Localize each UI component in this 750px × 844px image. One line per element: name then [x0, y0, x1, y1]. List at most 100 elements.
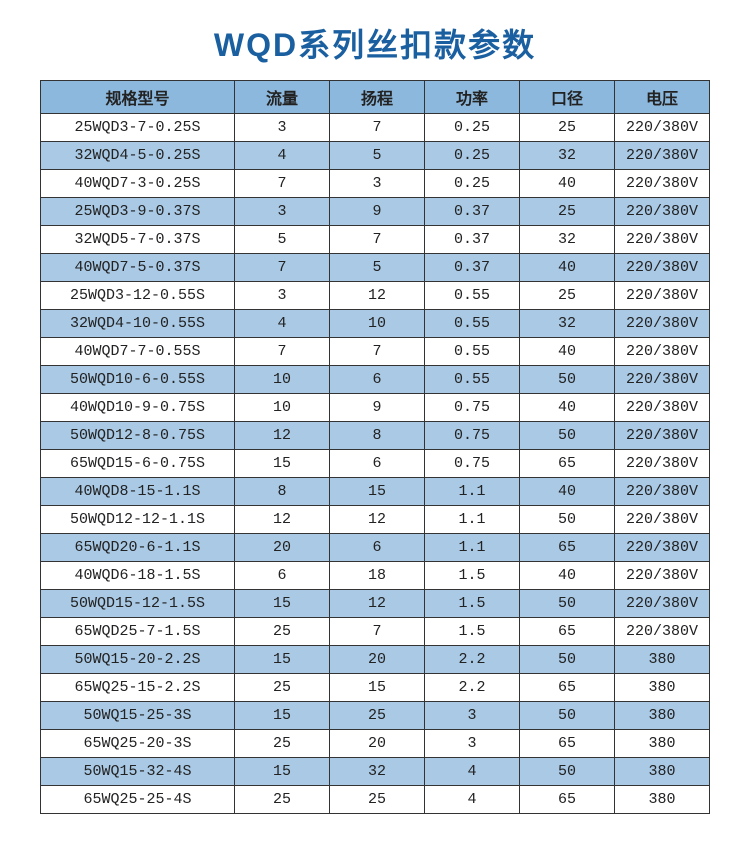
- table-cell: 10: [235, 366, 330, 394]
- table-cell: 5: [330, 254, 425, 282]
- table-row: 32WQD5-7-0.37S570.3732220/380V: [41, 226, 710, 254]
- table-cell: 25: [235, 786, 330, 814]
- table-cell: 0.55: [424, 310, 519, 338]
- table-cell: 65WQ25-15-2.2S: [41, 674, 235, 702]
- table-cell: 220/380V: [614, 618, 709, 646]
- col-header: 规格型号: [41, 81, 235, 114]
- table-cell: 65: [519, 786, 614, 814]
- table-cell: 10: [330, 310, 425, 338]
- page-title: WQD系列丝扣款参数: [40, 20, 710, 66]
- table-cell: 220/380V: [614, 450, 709, 478]
- col-header: 流量: [235, 81, 330, 114]
- table-cell: 25WQD3-7-0.25S: [41, 114, 235, 142]
- table-cell: 32: [519, 310, 614, 338]
- table-cell: 40WQD10-9-0.75S: [41, 394, 235, 422]
- table-cell: 25: [235, 618, 330, 646]
- table-cell: 65: [519, 674, 614, 702]
- table-cell: 7: [330, 226, 425, 254]
- table-row: 50WQ15-20-2.2S15202.250380: [41, 646, 710, 674]
- table-cell: 6: [235, 562, 330, 590]
- table-cell: 220/380V: [614, 310, 709, 338]
- col-header: 扬程: [330, 81, 425, 114]
- table-row: 65WQD15-6-0.75S1560.7565220/380V: [41, 450, 710, 478]
- table-cell: 220/380V: [614, 590, 709, 618]
- table-row: 25WQD3-9-0.37S390.3725220/380V: [41, 198, 710, 226]
- table-cell: 1.5: [424, 562, 519, 590]
- table-cell: 220/380V: [614, 506, 709, 534]
- table-cell: 3: [424, 702, 519, 730]
- table-cell: 18: [330, 562, 425, 590]
- table-cell: 3: [235, 198, 330, 226]
- table-cell: 32: [519, 226, 614, 254]
- table-cell: 12: [235, 422, 330, 450]
- table-cell: 0.25: [424, 170, 519, 198]
- table-cell: 25: [519, 282, 614, 310]
- header-row: 规格型号流量扬程功率口径电压: [41, 81, 710, 114]
- table-cell: 50: [519, 590, 614, 618]
- page-container: WQD系列丝扣款参数 规格型号流量扬程功率口径电压 25WQD3-7-0.25S…: [0, 0, 750, 844]
- table-row: 50WQ15-32-4S1532450380: [41, 758, 710, 786]
- table-cell: 32: [519, 142, 614, 170]
- table-cell: 25: [330, 786, 425, 814]
- table-cell: 0.75: [424, 394, 519, 422]
- table-cell: 1.1: [424, 478, 519, 506]
- table-cell: 7: [235, 338, 330, 366]
- table-cell: 40: [519, 170, 614, 198]
- table-row: 40WQD7-3-0.25S730.2540220/380V: [41, 170, 710, 198]
- table-cell: 3: [235, 282, 330, 310]
- table-row: 65WQ25-20-3S2520365380: [41, 730, 710, 758]
- table-cell: 0.55: [424, 366, 519, 394]
- table-cell: 40WQD7-3-0.25S: [41, 170, 235, 198]
- table-cell: 40: [519, 394, 614, 422]
- table-cell: 50WQD15-12-1.5S: [41, 590, 235, 618]
- table-row: 32WQD4-5-0.25S450.2532220/380V: [41, 142, 710, 170]
- table-cell: 12: [330, 506, 425, 534]
- table-cell: 0.37: [424, 226, 519, 254]
- table-cell: 220/380V: [614, 198, 709, 226]
- table-row: 65WQD20-6-1.1S2061.165220/380V: [41, 534, 710, 562]
- table-cell: 25: [235, 730, 330, 758]
- table-cell: 5: [235, 226, 330, 254]
- table-row: 50WQD12-8-0.75S1280.7550220/380V: [41, 422, 710, 450]
- table-cell: 0.75: [424, 422, 519, 450]
- table-row: 40WQD10-9-0.75S1090.7540220/380V: [41, 394, 710, 422]
- table-cell: 5: [330, 142, 425, 170]
- table-cell: 25WQD3-12-0.55S: [41, 282, 235, 310]
- table-cell: 1.1: [424, 534, 519, 562]
- table-cell: 380: [614, 646, 709, 674]
- table-cell: 40WQD7-7-0.55S: [41, 338, 235, 366]
- col-header: 电压: [614, 81, 709, 114]
- table-cell: 0.37: [424, 198, 519, 226]
- table-cell: 6: [330, 450, 425, 478]
- table-cell: 10: [235, 394, 330, 422]
- table-cell: 12: [330, 590, 425, 618]
- table-cell: 50WQD10-6-0.55S: [41, 366, 235, 394]
- table-cell: 0.37: [424, 254, 519, 282]
- table-row: 65WQD25-7-1.5S2571.565220/380V: [41, 618, 710, 646]
- table-cell: 65WQ25-25-4S: [41, 786, 235, 814]
- table-cell: 20: [235, 534, 330, 562]
- table-cell: 12: [235, 506, 330, 534]
- table-cell: 380: [614, 674, 709, 702]
- table-cell: 220/380V: [614, 338, 709, 366]
- table-cell: 65: [519, 618, 614, 646]
- table-cell: 3: [424, 730, 519, 758]
- table-head: 规格型号流量扬程功率口径电压: [41, 81, 710, 114]
- table-cell: 380: [614, 758, 709, 786]
- table-cell: 380: [614, 702, 709, 730]
- table-cell: 32: [330, 758, 425, 786]
- table-cell: 40: [519, 562, 614, 590]
- table-cell: 380: [614, 730, 709, 758]
- table-cell: 50: [519, 506, 614, 534]
- table-cell: 32WQD5-7-0.37S: [41, 226, 235, 254]
- table-cell: 220/380V: [614, 422, 709, 450]
- table-row: 32WQD4-10-0.55S4100.5532220/380V: [41, 310, 710, 338]
- table-cell: 220/380V: [614, 534, 709, 562]
- table-cell: 65: [519, 534, 614, 562]
- table-cell: 8: [330, 422, 425, 450]
- table-row: 65WQ25-15-2.2S25152.265380: [41, 674, 710, 702]
- table-row: 50WQD15-12-1.5S15121.550220/380V: [41, 590, 710, 618]
- table-cell: 6: [330, 366, 425, 394]
- table-cell: 220/380V: [614, 394, 709, 422]
- table-row: 25WQD3-12-0.55S3120.5525220/380V: [41, 282, 710, 310]
